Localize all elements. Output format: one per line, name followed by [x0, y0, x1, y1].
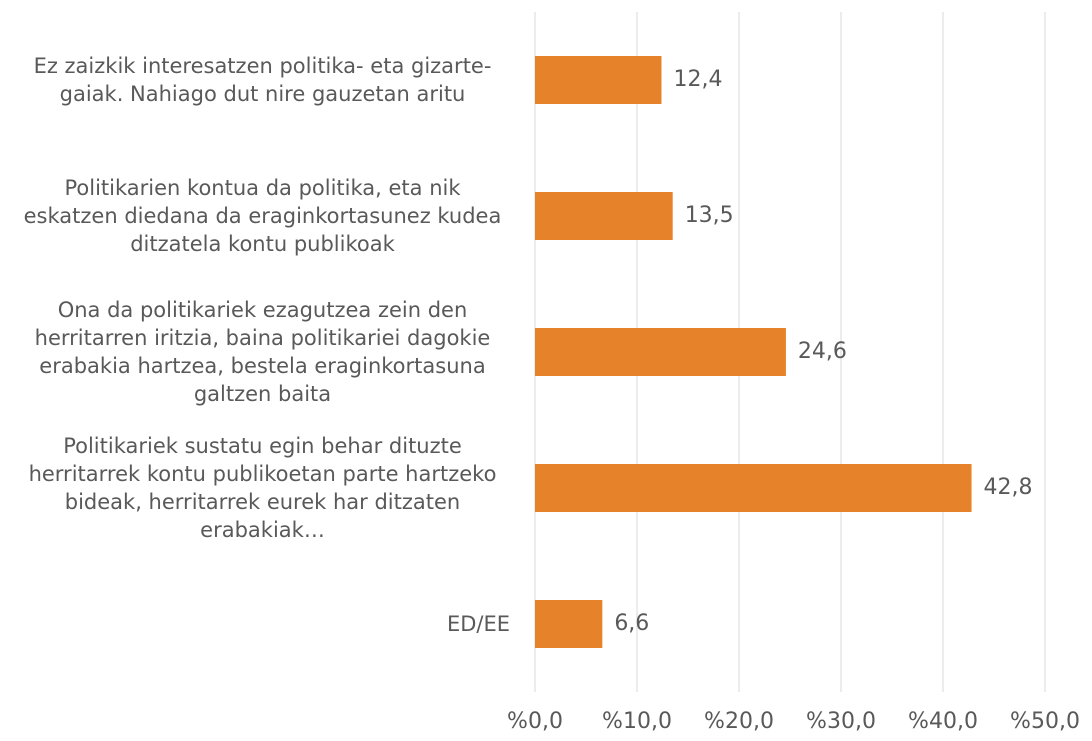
bar [535, 192, 673, 240]
bar [535, 56, 662, 104]
x-tick-label: %30,0 [806, 709, 876, 734]
category-label-wrap: Politikarien kontua da politika, eta nik… [10, 174, 510, 258]
y-tick-label: Politikarien kontua da politika, eta nik… [23, 176, 502, 256]
x-tick-label: %20,0 [704, 709, 774, 734]
data-label: 42,8 [984, 475, 1033, 500]
y-tick-label: ED/EE [446, 612, 510, 636]
y-tick-label: Politikariek sustatu egin behar dituzte … [28, 434, 497, 542]
data-label: 24,6 [798, 339, 847, 364]
x-tick-label: %40,0 [908, 709, 978, 734]
data-label: 12,4 [673, 67, 722, 92]
category-label-wrap: Ez zaizkik interesatzen politika- eta gi… [10, 52, 510, 108]
x-tick-label: %50,0 [1010, 709, 1080, 734]
bar [535, 464, 972, 512]
category-label-wrap: ED/EE [10, 610, 510, 638]
data-label: 6,6 [614, 611, 649, 636]
x-tick-label: %0,0 [507, 709, 563, 734]
x-tick-label: %10,0 [602, 709, 672, 734]
y-tick-label: Ez zaizkik interesatzen politika- eta gi… [33, 54, 492, 106]
bar [535, 600, 603, 648]
data-label: 13,5 [685, 203, 734, 228]
y-tick-label: Ona da politikariek ezagutzea zein den h… [34, 298, 491, 406]
category-label-wrap: Politikariek sustatu egin behar dituzte … [10, 432, 510, 544]
category-label-wrap: Ona da politikariek ezagutzea zein den h… [10, 296, 510, 408]
bar [535, 328, 786, 376]
